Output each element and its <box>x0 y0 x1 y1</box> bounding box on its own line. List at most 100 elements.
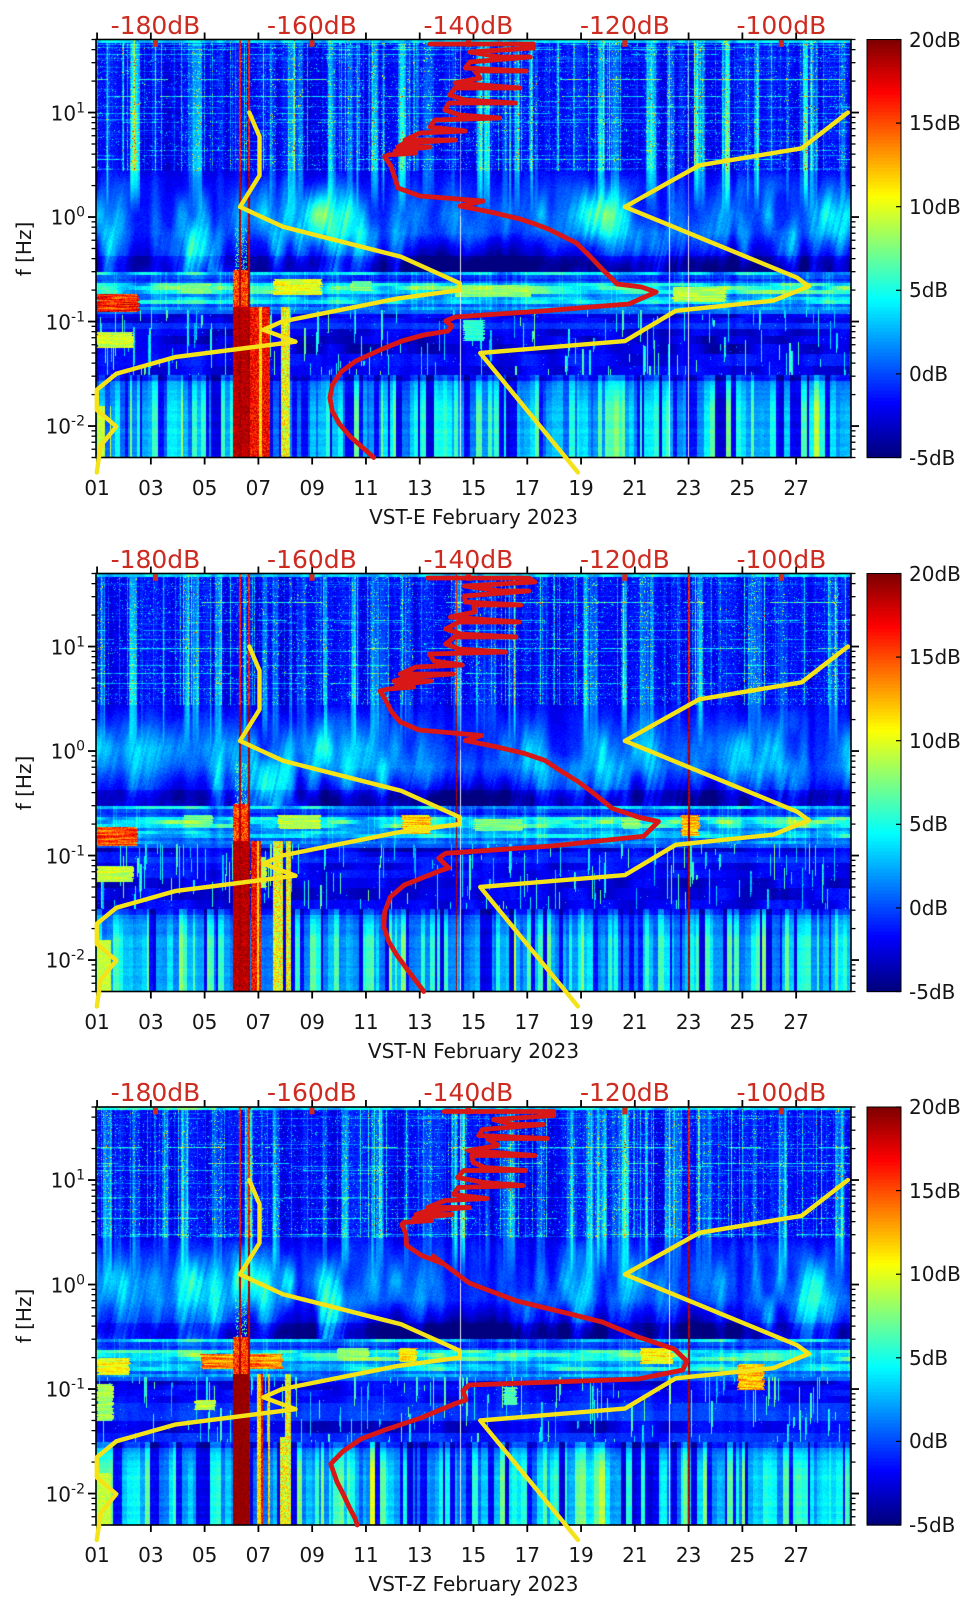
colorbar-step <box>867 436 901 441</box>
colorbar-step <box>867 1479 901 1484</box>
colorbar-label-5dB: 5dB <box>909 278 949 303</box>
colorbar-step <box>867 1113 901 1119</box>
top-axis-red-tick <box>309 1107 315 1115</box>
colorbar-step <box>867 1148 901 1153</box>
colorbar-step <box>867 143 901 149</box>
top-axis-label--140dB: -140dB <box>423 10 514 40</box>
colorbar-step <box>867 1259 901 1265</box>
colorbar-step <box>867 1357 901 1362</box>
colorbar-step <box>867 373 901 379</box>
colorbar-label-10dB: 10dB <box>909 728 961 753</box>
colorbar-step <box>867 59 901 65</box>
colorbar-step <box>867 1336 901 1342</box>
colorbar-step <box>867 715 901 721</box>
colorbar-step <box>867 258 901 264</box>
y-tick-base: 10 <box>50 100 77 125</box>
x-tick-label-day-11: 11 <box>353 475 379 500</box>
colorbar-step <box>867 108 901 114</box>
x-tick-label-day-23: 23 <box>675 475 702 500</box>
colorbar-step <box>867 639 901 644</box>
colorbar-step <box>867 858 901 864</box>
colorbar-step <box>867 244 901 250</box>
colorbar-step <box>867 84 901 89</box>
colorbar-step <box>867 924 901 930</box>
colorbar-step <box>867 150 901 156</box>
colorbar-step <box>867 335 901 340</box>
colorbar-step <box>867 1503 901 1509</box>
panel-title-Z: VST-Z February 2023 <box>368 1572 579 1596</box>
colorbar-step <box>867 879 901 885</box>
colorbar-step <box>867 1426 901 1432</box>
colorbar-step <box>867 1496 901 1502</box>
colorbar-label-10dB: 10dB <box>909 1262 961 1287</box>
x-tick-label-day-13: 13 <box>406 1009 433 1034</box>
top-axis-label--120dB: -120dB <box>580 1078 670 1107</box>
colorbar-step <box>867 1493 901 1498</box>
psd-mode-curve <box>377 575 661 994</box>
colorbar-step <box>867 394 901 399</box>
colorbar-step <box>867 973 901 979</box>
colorbar-step <box>867 352 901 358</box>
colorbar-label-15dB: 15dB <box>909 111 961 136</box>
colorbar-step <box>867 366 901 372</box>
x-tick-label-day-05: 05 <box>191 475 218 500</box>
top-axis-label--140dB: -140dB <box>423 1078 514 1107</box>
top-axis-red-tick <box>152 1107 159 1115</box>
colorbar-step <box>867 359 901 365</box>
colorbar-step <box>867 628 901 634</box>
colorbar-step <box>867 1451 901 1457</box>
colorbar-step <box>867 52 901 58</box>
colorbar-step <box>867 886 901 892</box>
colorbar-frame <box>866 1106 902 1526</box>
colorbar-step <box>867 834 901 839</box>
colorbar-step <box>867 1507 901 1512</box>
x-tick-label-day-01: 01 <box>84 1543 110 1567</box>
colorbar-step <box>867 1294 901 1300</box>
colorbar-step <box>867 1364 901 1369</box>
colorbar-step <box>867 1374 901 1380</box>
colorbar-step <box>867 1238 901 1244</box>
colorbar-step <box>867 91 901 96</box>
colorbar-step <box>867 282 901 288</box>
colorbar-step <box>867 903 901 909</box>
y-tick-label: 100 <box>51 739 85 764</box>
colorbar-step <box>867 223 901 229</box>
y-tick-exponent: -2 <box>71 947 85 964</box>
colorbar-step <box>867 101 901 107</box>
colorbar-step <box>867 153 901 159</box>
colorbar-step <box>867 576 901 582</box>
y-axis-label-N: f [Hz] <box>12 755 36 810</box>
colorbar-step <box>867 171 901 177</box>
colorbar-step <box>867 980 901 986</box>
colorbar-step <box>867 422 901 427</box>
colorbar-step <box>867 369 901 375</box>
x-tick-label-day-11: 11 <box>353 1543 379 1567</box>
colorbar-step <box>867 893 901 899</box>
colorbar-step <box>867 691 901 697</box>
colorbar-step <box>867 1315 901 1321</box>
colorbar-step <box>867 635 901 641</box>
colorbar-step <box>867 1221 901 1227</box>
top-axis-label--180dB: -180dB <box>110 544 201 574</box>
nhnm-curve <box>478 1177 851 1543</box>
colorbar-step <box>867 1214 901 1220</box>
colorbar-step <box>867 621 901 627</box>
top-axis-red-tick <box>309 40 315 47</box>
colorbar-step <box>867 1116 901 1122</box>
top-axis-label--120dB: -120dB <box>580 544 670 574</box>
colorbar-step <box>867 342 901 347</box>
colorbar-step <box>867 778 901 784</box>
x-tick-label-day-01: 01 <box>84 475 110 500</box>
colorbar-step <box>867 1395 901 1401</box>
top-axis-red-tick <box>778 1107 784 1115</box>
colorbar-step <box>867 1165 901 1171</box>
colorbar-step <box>867 872 901 878</box>
colorbar-step <box>867 140 901 145</box>
colorbar-step <box>867 806 901 812</box>
colorbar-step <box>867 586 901 592</box>
colorbar-step <box>867 1270 901 1275</box>
top-axis-red-tick <box>152 40 159 47</box>
colorbar-step <box>867 188 901 194</box>
colorbar-step <box>867 1134 901 1140</box>
colorbar-step <box>867 1120 901 1126</box>
